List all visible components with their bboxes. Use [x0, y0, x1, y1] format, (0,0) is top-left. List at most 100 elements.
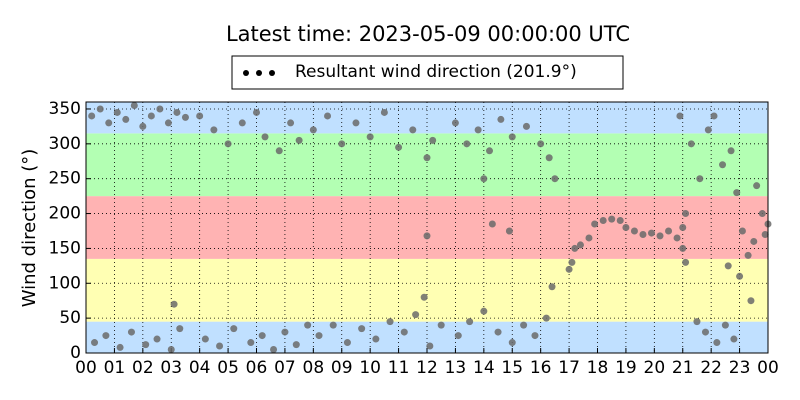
x-tick-label: 01 — [104, 358, 126, 378]
data-point — [591, 220, 599, 228]
data-point — [139, 122, 147, 130]
x-tick-label: 12 — [416, 358, 438, 378]
y-tick-label: 250 — [49, 169, 81, 189]
y-tick-label: 350 — [49, 99, 81, 119]
data-point — [738, 227, 746, 235]
data-point — [164, 119, 172, 127]
data-point — [429, 136, 437, 144]
x-tick-label: 16 — [530, 358, 552, 378]
data-point — [295, 136, 303, 144]
data-point — [758, 210, 766, 218]
data-point — [315, 332, 323, 340]
data-point — [395, 143, 403, 151]
x-tick-label: 23 — [729, 358, 751, 378]
x-tick-label: 08 — [303, 358, 325, 378]
data-point — [253, 108, 260, 116]
data-point — [753, 182, 761, 190]
data-point — [454, 332, 462, 340]
data-point — [343, 339, 351, 347]
data-point — [238, 119, 246, 127]
data-point — [599, 217, 607, 225]
x-tick-label: 21 — [672, 358, 694, 378]
legend-label: Resultant wind direction (201.9°) — [295, 62, 577, 82]
data-point — [463, 140, 471, 148]
data-point — [88, 112, 96, 120]
data-point — [505, 227, 513, 235]
data-point — [474, 126, 482, 134]
data-point — [488, 220, 496, 228]
data-point — [173, 108, 181, 116]
data-point — [480, 307, 488, 315]
data-point — [608, 215, 616, 223]
data-point — [261, 133, 269, 141]
data-point — [196, 112, 204, 120]
x-tick-label: 19 — [615, 358, 637, 378]
data-point — [224, 140, 232, 148]
data-point — [719, 161, 727, 169]
legend: Resultant wind direction (201.9°) — [231, 55, 624, 90]
y-tick-label: 100 — [49, 273, 81, 293]
x-tick-label: 04 — [189, 358, 211, 378]
data-point — [713, 339, 721, 347]
legend-marker — [243, 70, 249, 76]
data-point — [622, 224, 630, 231]
data-point — [338, 140, 346, 148]
data-point — [616, 217, 624, 225]
x-tick-label: 20 — [644, 358, 666, 378]
y-tick-label: 300 — [49, 134, 81, 154]
data-point — [750, 237, 758, 245]
data-point — [423, 232, 431, 240]
y-tick-label: 200 — [49, 204, 81, 224]
data-point — [352, 119, 360, 127]
x-tick-label: 18 — [587, 358, 609, 378]
data-point — [721, 321, 729, 329]
legend-marker — [256, 70, 262, 76]
data-point — [423, 154, 431, 162]
x-tick-label: 09 — [331, 358, 353, 378]
data-point — [91, 339, 99, 347]
data-point — [153, 335, 161, 343]
data-point — [142, 341, 150, 349]
data-point — [176, 325, 184, 333]
data-point — [545, 154, 553, 162]
data-point — [733, 189, 741, 197]
data-point — [329, 321, 337, 329]
chart-title: Latest time: 2023-05-09 00:00:00 UTC — [226, 22, 630, 46]
data-point — [466, 318, 474, 326]
data-point — [548, 283, 556, 291]
data-point — [744, 251, 752, 259]
data-point — [420, 293, 428, 301]
data-point — [358, 325, 366, 333]
data-point — [727, 147, 735, 155]
x-tick-label: 14 — [473, 358, 495, 378]
y-tick-label: 150 — [49, 238, 81, 258]
data-point — [167, 346, 175, 354]
data-point — [730, 335, 738, 343]
data-point — [585, 234, 593, 242]
x-tick-label: 07 — [274, 358, 296, 378]
x-tick-label: 22 — [700, 358, 722, 378]
data-point — [247, 339, 255, 347]
data-point — [380, 108, 388, 116]
data-point — [710, 112, 718, 120]
x-tick-label: 03 — [160, 358, 182, 378]
y-tick-label: 0 — [70, 343, 81, 363]
legend-marker — [269, 70, 275, 76]
data-point — [409, 126, 417, 134]
data-point — [122, 115, 130, 123]
data-point — [287, 119, 295, 127]
data-point — [102, 332, 110, 340]
data-point — [386, 318, 394, 326]
data-point — [412, 311, 420, 319]
legend-box — [231, 55, 624, 90]
data-point — [568, 258, 576, 266]
data-point — [679, 244, 687, 252]
y-axis-label: Wind direction (°) — [19, 149, 40, 308]
data-point — [647, 229, 655, 237]
data-point — [508, 339, 516, 347]
data-point — [324, 112, 332, 120]
data-point — [372, 335, 380, 343]
data-point — [210, 126, 218, 134]
